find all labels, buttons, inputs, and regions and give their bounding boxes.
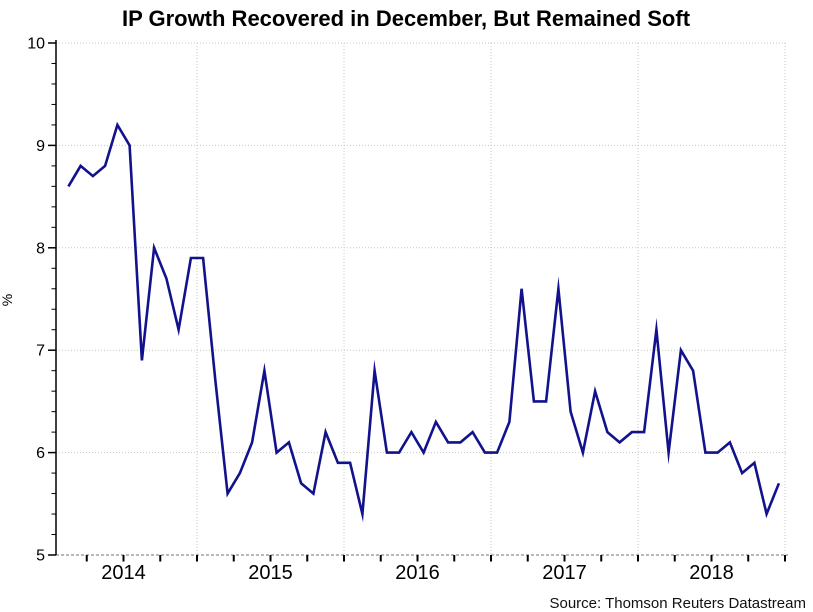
grid-layer: [56, 42, 788, 555]
x-tick-label: 2015: [248, 562, 293, 584]
y-tick-label: 5: [36, 548, 45, 565]
y-tick-label: 8: [36, 240, 45, 257]
x-tick-label: 2017: [542, 562, 587, 584]
y-tick-label: 9: [36, 138, 45, 155]
y-axis-title: %: [0, 294, 15, 306]
axis-layer: [48, 40, 788, 562]
y-tick-label: 7: [36, 343, 45, 360]
data-line: [67, 121, 781, 523]
x-tick-label: 2014: [101, 562, 146, 584]
x-tick-label: 2016: [395, 562, 440, 584]
y-tick-label: 6: [36, 445, 45, 462]
chart-title: IP Growth Recovered in December, But Rem…: [122, 6, 691, 31]
y-tick-label: 10: [27, 36, 45, 53]
x-tick-label: 2018: [689, 562, 734, 584]
source-credit: Source: Thomson Reuters Datastream: [549, 595, 806, 612]
tick-label-layer: 5 6 7 8 9 10 2014 2015 2016 2017 2018: [27, 36, 734, 585]
